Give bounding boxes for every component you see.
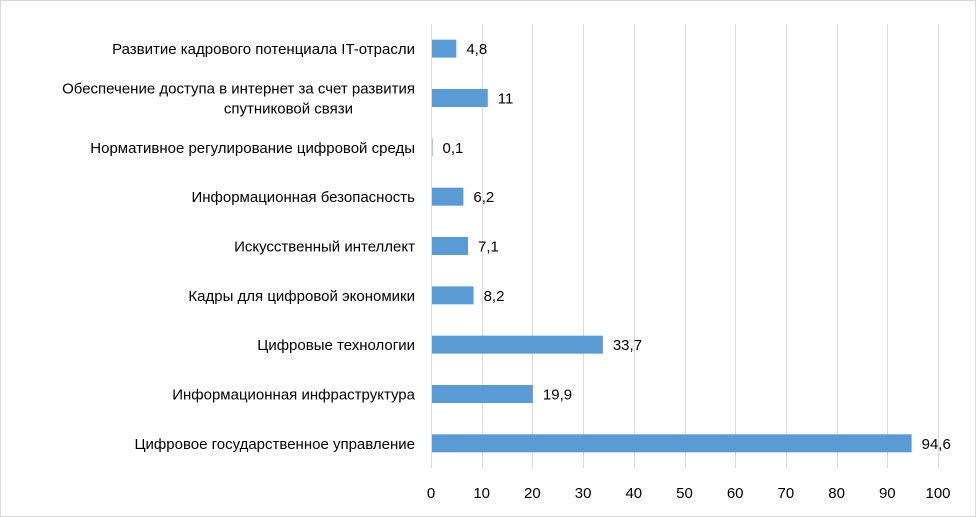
x-axis: 0 10 20 30 40 50 60 70 80 90 100 [427, 24, 951, 502]
data-label: 8,2 [484, 288, 505, 305]
bar [432, 237, 468, 255]
data-label: 33,7 [613, 337, 642, 354]
data-label: 94,6 [922, 436, 951, 453]
category-label-line: Цифровое государственное управление [134, 436, 415, 453]
x-tick-label: 10 [473, 485, 490, 502]
category-label: Нормативное регулирование цифровой среды [90, 140, 415, 157]
x-tick-label: 100 [925, 485, 950, 502]
bar [432, 385, 533, 403]
bar [432, 89, 488, 107]
category-label-line: Нормативное регулирование цифровой среды [90, 140, 415, 157]
category-label: Обеспечение доступа в интернет за счет р… [62, 81, 415, 118]
x-tick-label: 0 [427, 485, 435, 502]
category-label: Информационная безопасность [191, 189, 415, 206]
category-label-line: Цифровые технологии [257, 337, 415, 354]
bar [432, 335, 603, 354]
x-tick-label: 50 [676, 485, 693, 502]
x-tick-label: 60 [727, 485, 744, 502]
bars [432, 39, 912, 453]
x-tick-label: 30 [575, 485, 592, 502]
category-label: Информационная инфраструктура [172, 387, 415, 404]
category-label-line: Кадры для цифровой экономики [188, 288, 415, 305]
data-labels: 94,6 19,9 33,7 8,2 7,1 6,2 0,1 11 4,8 [443, 41, 951, 453]
category-label-line: спутниковой связи [224, 101, 353, 118]
category-label: Искусственный интеллект [234, 239, 415, 256]
category-labels: Цифровое государственное управление Инфор… [62, 41, 416, 453]
x-tick-label: 80 [828, 485, 845, 502]
category-label-line: Информационная инфраструктура [172, 387, 415, 404]
x-tick-label: 90 [879, 485, 896, 502]
data-label: 19,9 [543, 387, 572, 404]
data-label: 0,1 [443, 140, 464, 157]
category-label: Цифровые технологии [257, 337, 415, 354]
data-label: 7,1 [478, 239, 499, 256]
category-label: Кадры для цифровой экономики [188, 288, 415, 305]
x-tick-label: 70 [778, 485, 795, 502]
category-label-line: Обеспечение доступа в интернет за счет р… [62, 81, 415, 98]
category-label-line: Информационная безопасность [191, 189, 415, 206]
bar [432, 434, 912, 453]
category-label-line: Искусственный интеллект [234, 239, 415, 256]
category-label-line: Развитие кадрового потенциала IT-отрасли [112, 41, 415, 58]
category-label: Цифровое государственное управление [134, 436, 415, 453]
bar [432, 138, 433, 157]
bar [432, 39, 457, 58]
data-label: 11 [498, 91, 514, 108]
bar [432, 187, 464, 206]
x-tick-label: 20 [524, 485, 541, 502]
x-tick-label: 40 [625, 485, 642, 502]
data-label: 4,8 [466, 41, 487, 58]
bar [432, 286, 474, 305]
category-label: Развитие кадрового потенциала IT-отрасли [112, 41, 415, 58]
data-label: 6,2 [473, 189, 494, 206]
